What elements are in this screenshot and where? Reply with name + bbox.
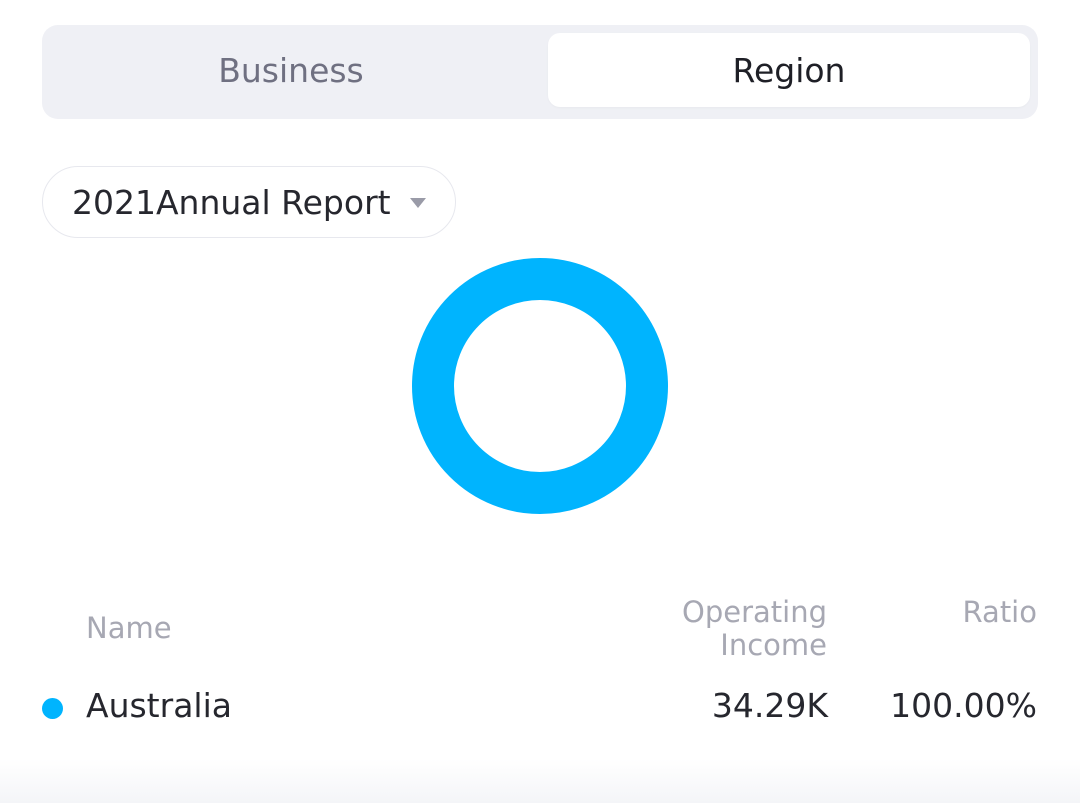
report-period-dropdown[interactable]: 2021Annual Report [42, 166, 456, 238]
donut-chart [412, 258, 668, 514]
tab-business[interactable]: Business [218, 50, 364, 90]
table-row[interactable]: Australia 34.29K 100.00% [0, 684, 1080, 732]
report-period-label: 2021Annual Report [72, 182, 391, 222]
caret-down-icon [409, 198, 426, 208]
column-header-operating-income-line2: Income [720, 628, 827, 662]
column-header-name: Name [86, 611, 172, 645]
column-header-ratio: Ratio [962, 595, 1037, 629]
bottom-shadow [0, 759, 1080, 803]
column-header-operating-income: Operating Income [607, 596, 827, 662]
row-operating-income: 34.29K [711, 686, 828, 725]
row-ratio: 100.00% [890, 686, 1037, 725]
business-region-segmented-control: Business Region [42, 25, 1038, 119]
row-region-name: Australia [86, 686, 232, 725]
tab-region[interactable]: Region [548, 33, 1030, 107]
donut-slice-australia[interactable] [412, 258, 668, 514]
legend-dot-icon [42, 698, 63, 719]
donut-chart-svg [412, 258, 668, 514]
table-header: Name Operating Income Ratio [0, 596, 1080, 666]
column-header-operating-income-line1: Operating [682, 595, 827, 629]
